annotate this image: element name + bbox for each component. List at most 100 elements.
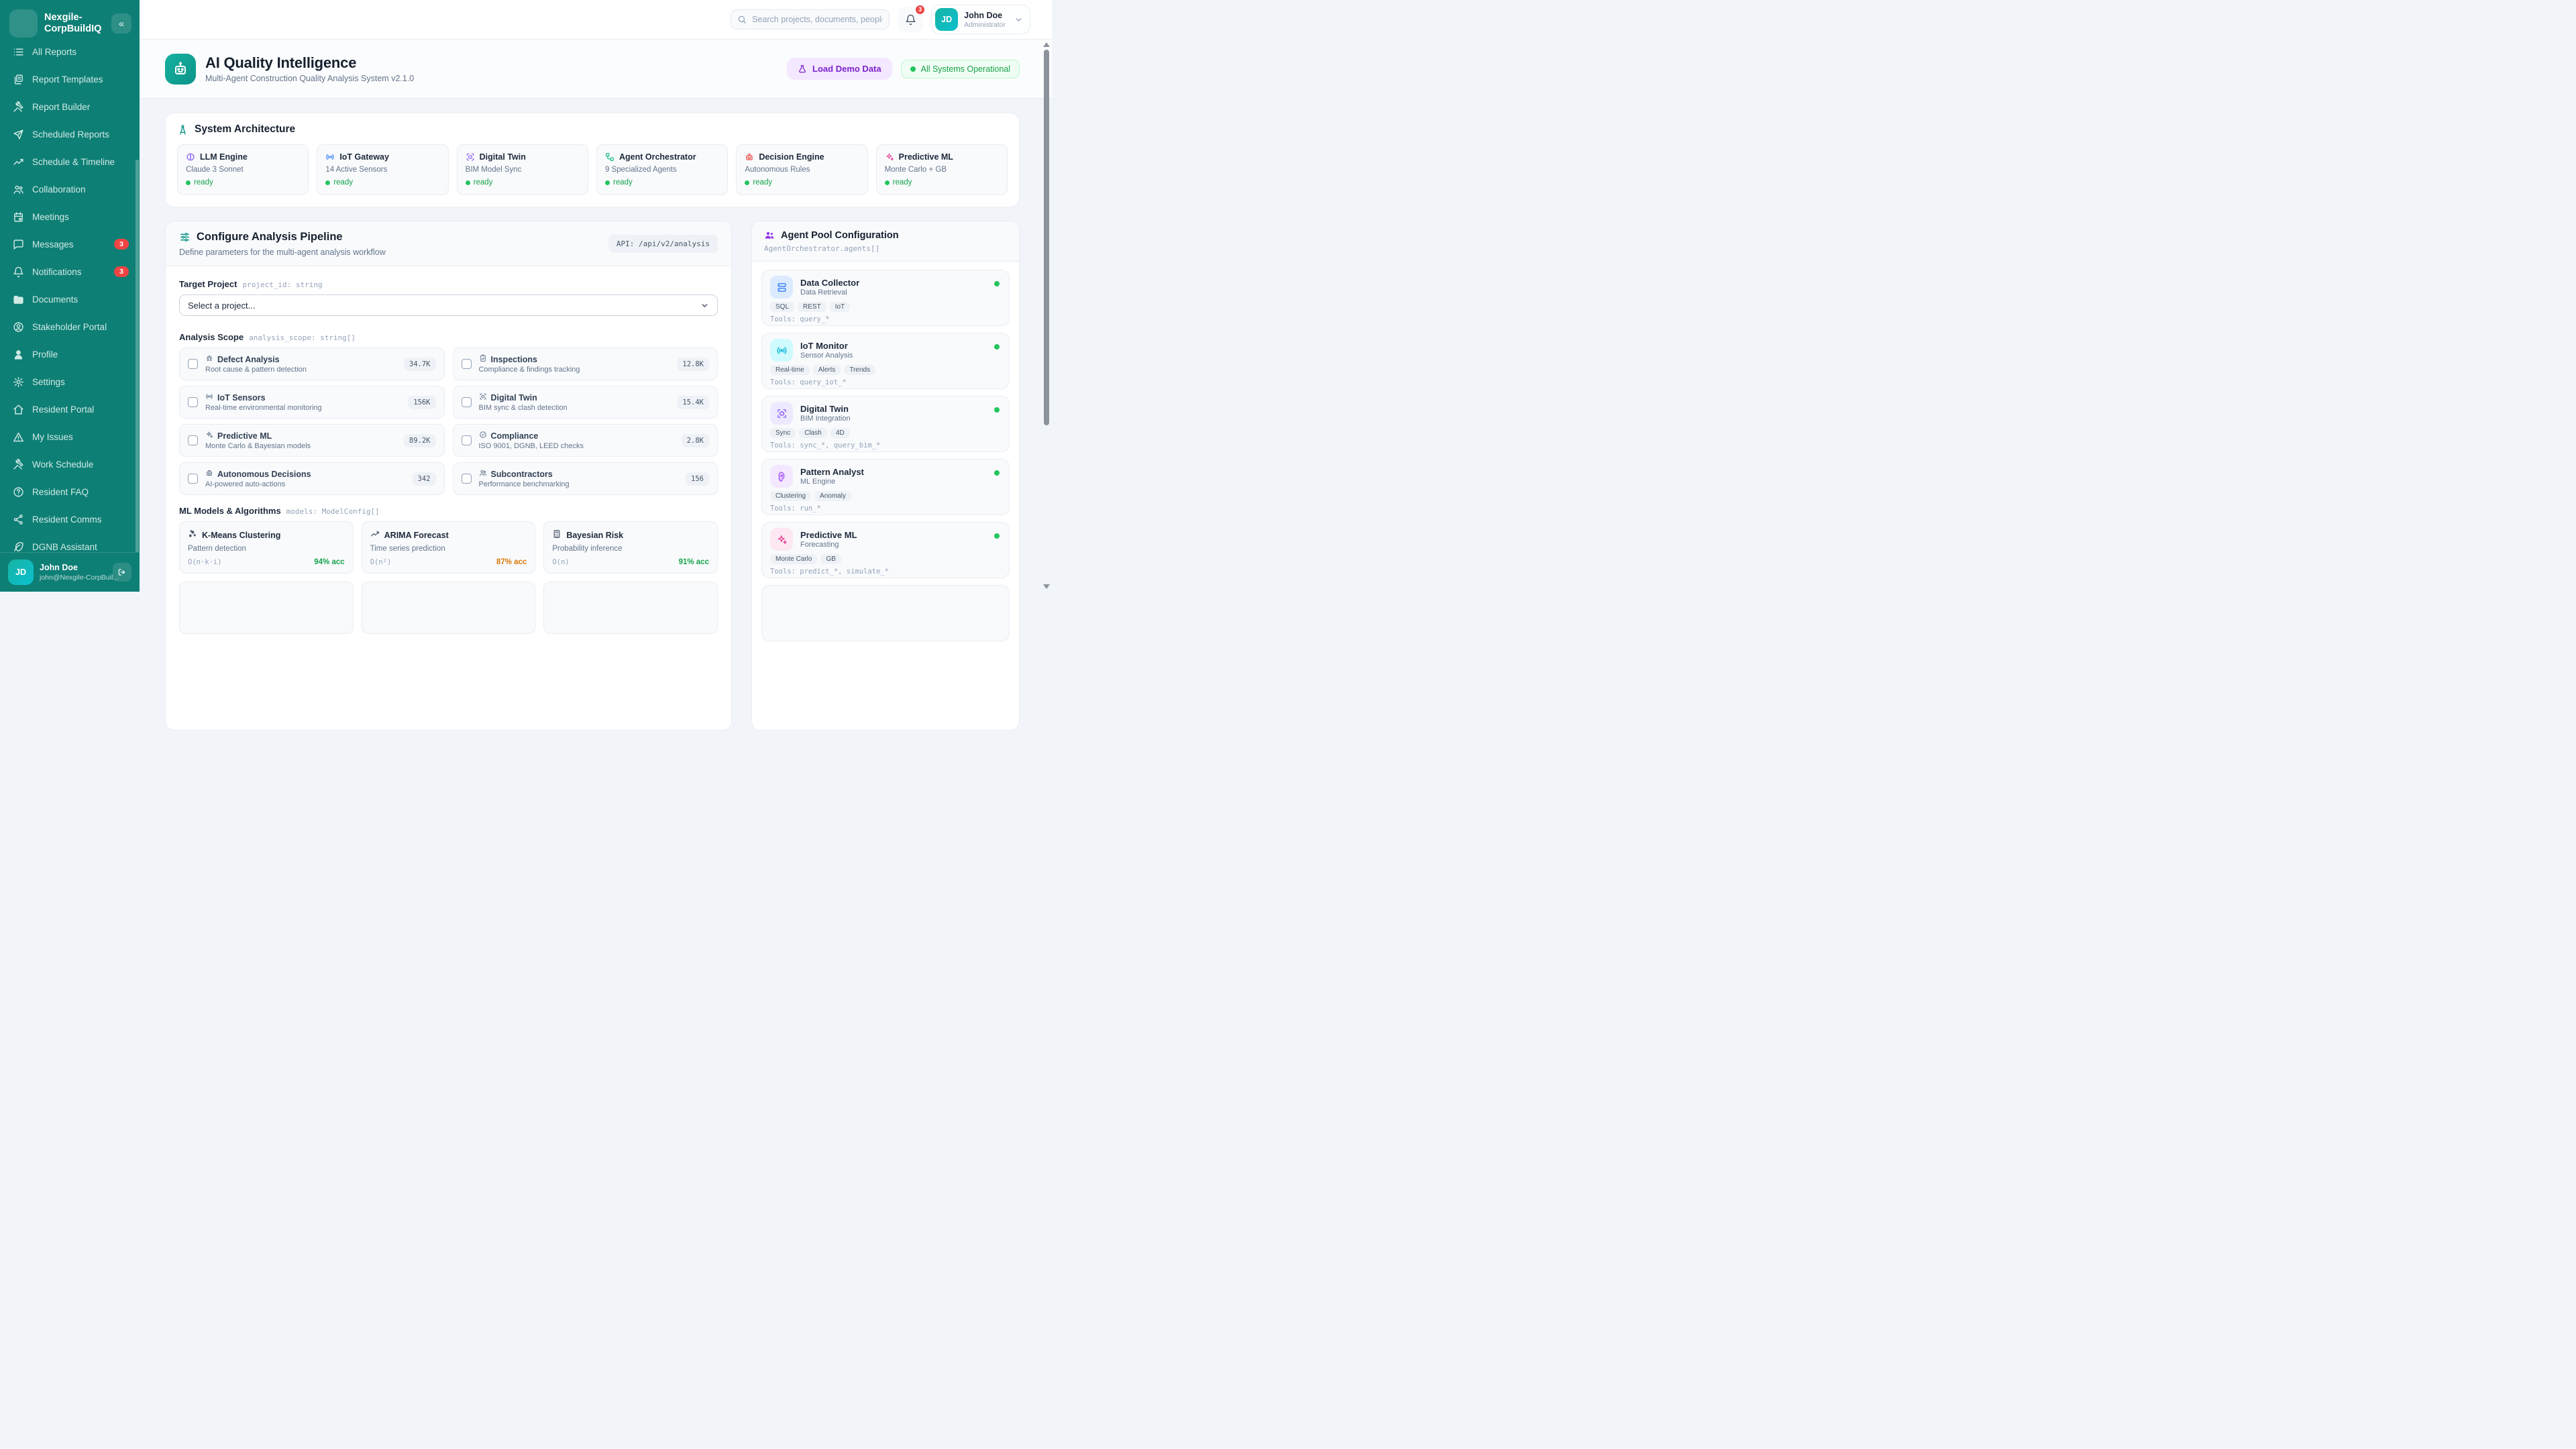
avatar: JD <box>935 8 958 31</box>
model-card-partial[interactable] <box>179 582 354 634</box>
scope-option-count-badge: 34.7K <box>404 358 436 371</box>
model-card-bayesian-risk[interactable]: Bayesian RiskProbability inferenceO(n)91… <box>543 521 718 574</box>
scan-box-icon <box>466 152 475 162</box>
agent-card-pattern-analyst[interactable]: Pattern AnalystML EngineClusteringAnomal… <box>761 459 1010 515</box>
scope-option-main: Predictive MLMonte Carlo & Bayesian mode… <box>205 431 396 450</box>
model-card-k-means-clustering[interactable]: K-Means ClusteringPattern detectionO(n·k… <box>179 521 354 574</box>
scroll-down-arrow-icon[interactable] <box>1043 584 1050 589</box>
trend-icon <box>12 156 24 168</box>
logout-button[interactable] <box>113 563 131 582</box>
sidebar-item-all-reports[interactable]: All Reports <box>7 40 133 63</box>
scope-option-digital-twin[interactable]: Digital TwinBIM sync & clash detection15… <box>453 386 718 419</box>
component-status: ready <box>745 178 859 186</box>
sidebar-item-resident-comms[interactable]: Resident Comms <box>7 508 133 531</box>
sidebar-user-card[interactable]: JD John Doe john@Nexgile-CorpBuil... <box>0 552 140 592</box>
notifications-button[interactable]: 3 <box>898 7 923 32</box>
sidebar-collapse-button[interactable]: « <box>111 13 131 34</box>
architecture-card-agent-orchestrator: Agent Orchestrator9 Specialized Agentsre… <box>596 144 728 195</box>
scatter-icon <box>188 529 197 541</box>
agent-card-iot-monitor[interactable]: IoT MonitorSensor AnalysisReal-timeAlert… <box>761 333 1010 389</box>
sidebar-item-messages[interactable]: Messages3 <box>7 233 133 256</box>
scroll-up-arrow-icon[interactable] <box>1043 42 1050 47</box>
sidebar-item-label: Report Builder <box>32 102 90 112</box>
sidebar-item-label: All Reports <box>32 47 76 57</box>
sidebar-item-dgnb-assistant[interactable]: DGNB Assistant <box>7 535 133 552</box>
window-scrollbar[interactable] <box>1042 41 1051 590</box>
scope-option-title-row: Predictive ML <box>205 431 396 441</box>
model-accuracy: 94% acc <box>314 558 344 566</box>
agent-card-digital-twin[interactable]: Digital TwinBIM IntegrationSyncClash4DTo… <box>761 396 1010 452</box>
sidebar-item-documents[interactable]: Documents <box>7 288 133 311</box>
type-hint: project_id: string <box>242 280 322 289</box>
agent-card-predictive-ml[interactable]: Predictive MLForecastingMonte CarloGBToo… <box>761 522 1010 578</box>
scope-option-iot-sensors[interactable]: IoT SensorsReal-time environmental monit… <box>179 386 445 419</box>
agent-card-data-collector[interactable]: Data CollectorData RetrievalSQLRESTIoTTo… <box>761 270 1010 326</box>
scope-option-desc: Monte Carlo & Bayesian models <box>205 442 396 450</box>
type-hint: models: ModelConfig[] <box>286 507 380 516</box>
checkbox[interactable] <box>462 359 472 369</box>
sidebar-item-work-schedule[interactable]: Work Schedule <box>7 453 133 476</box>
analysis-scope-label: Analysis Scopeanalysis_scope: string[] <box>179 332 718 342</box>
agent-status-dot <box>994 344 1000 350</box>
sidebar-item-report-templates[interactable]: Report Templates <box>7 68 133 91</box>
load-demo-data-button[interactable]: Load Demo Data <box>787 58 892 80</box>
checkbox[interactable] <box>462 435 472 445</box>
checkbox[interactable] <box>188 474 198 484</box>
sidebar-item-label: Report Templates <box>32 74 103 85</box>
sidebar-item-scheduled-reports[interactable]: Scheduled Reports <box>7 123 133 146</box>
model-card-arima-forecast[interactable]: ARIMA ForecastTime series predictionO(n²… <box>362 521 536 574</box>
sidebar-item-schedule-timeline[interactable]: Schedule & Timeline <box>7 150 133 173</box>
component-name: IoT Gateway <box>339 152 389 162</box>
component-name-row: IoT Gateway <box>325 152 439 162</box>
sidebar-item-resident-portal[interactable]: Resident Portal <box>7 398 133 421</box>
component-status: ready <box>605 178 719 186</box>
scope-option-inspections[interactable]: InspectionsCompliance & findings trackin… <box>453 347 718 380</box>
sidebar-item-profile[interactable]: Profile <box>7 343 133 366</box>
agent-status-dot <box>994 533 1000 539</box>
brand-logo-building-icon <box>9 9 38 38</box>
component-detail: BIM Model Sync <box>466 166 580 174</box>
scope-option-title-row: Digital Twin <box>479 392 670 402</box>
component-name-row: LLM Engine <box>186 152 300 162</box>
component-detail: Autonomous Rules <box>745 166 859 174</box>
model-card-partial[interactable] <box>362 582 536 634</box>
sidebar-item-settings[interactable]: Settings <box>7 370 133 393</box>
sidebar-scrollbar[interactable] <box>136 160 139 552</box>
agent-tags: SQLRESTIoT <box>770 302 1001 312</box>
checkbox[interactable] <box>188 359 198 369</box>
checkbox[interactable] <box>462 397 472 407</box>
scope-option-subcontractors[interactable]: SubcontractorsPerformance benchmarking15… <box>453 462 718 495</box>
sidebar-item-meetings[interactable]: Meetings <box>7 205 133 228</box>
scope-option-predictive-ml[interactable]: Predictive MLMonte Carlo & Bayesian mode… <box>179 424 445 457</box>
checkbox[interactable] <box>462 474 472 484</box>
scope-option-autonomous-decisions[interactable]: Autonomous DecisionsAI-powered auto-acti… <box>179 462 445 495</box>
agent-tag: 4D <box>830 428 850 438</box>
checkbox[interactable] <box>188 435 198 445</box>
sidebar-item-notifications[interactable]: Notifications3 <box>7 260 133 283</box>
agent-tag: Real-time <box>770 365 810 375</box>
agent-tag: Anomaly <box>814 491 851 501</box>
project-select[interactable]: Select a project... <box>179 294 718 316</box>
agent-titles: Digital TwinBIM Integration <box>800 404 851 423</box>
model-desc: Probability inference <box>552 545 709 553</box>
checkbox[interactable] <box>188 397 198 407</box>
sidebar-item-resident-faq[interactable]: Resident FAQ <box>7 480 133 503</box>
sidebar-item-collaboration[interactable]: Collaboration <box>7 178 133 201</box>
sidebar-item-report-builder[interactable]: Report Builder <box>7 95 133 118</box>
status-dot <box>466 180 470 185</box>
status-text: ready <box>613 178 633 186</box>
sidebar-item-my-issues[interactable]: My Issues <box>7 425 133 448</box>
model-card-partial[interactable] <box>543 582 718 634</box>
brand-name: Nexgile-CorpBuildIQ <box>44 12 105 34</box>
scope-option-compliance[interactable]: ComplianceISO 9001, DGNB, LEED checks2.8… <box>453 424 718 457</box>
sidebar-item-stakeholder-portal[interactable]: Stakeholder Portal <box>7 315 133 338</box>
search-input[interactable] <box>731 9 890 30</box>
agent-head-row: Pattern AnalystML Engine <box>770 465 1001 488</box>
model-foot: O(n·k·i)94% acc <box>188 558 345 566</box>
scrollbar-thumb[interactable] <box>1044 50 1049 425</box>
bell-icon <box>12 266 24 278</box>
agent-card-partial[interactable] <box>761 585 1010 641</box>
user-name: John Doe <box>964 11 1006 21</box>
scope-option-defect-analysis[interactable]: Defect AnalysisRoot cause & pattern dete… <box>179 347 445 380</box>
user-menu[interactable]: JD John Doe Administrator <box>931 5 1030 34</box>
